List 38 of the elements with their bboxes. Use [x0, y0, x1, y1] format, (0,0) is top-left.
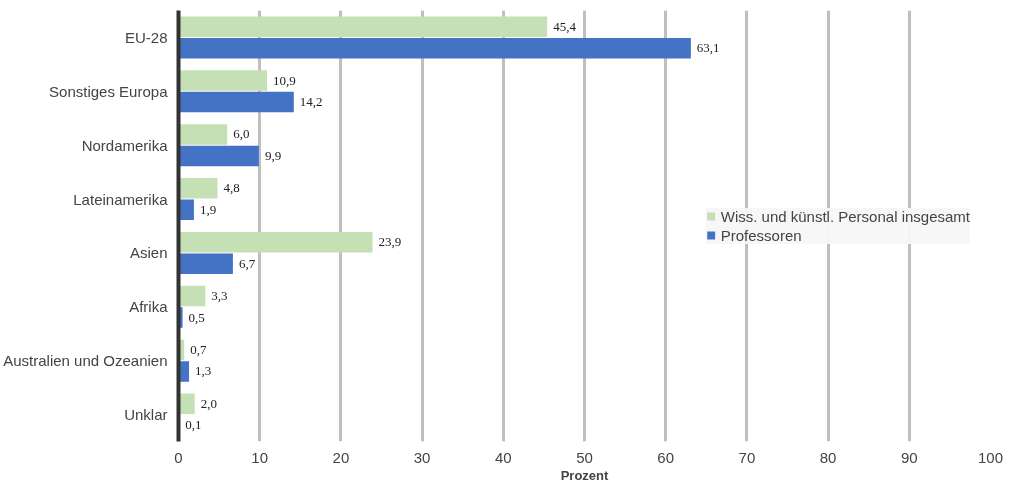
data-label: 2,0 [200, 395, 217, 411]
y-tick-label: Lateinamerika [73, 190, 169, 208]
data-label: 4,8 [223, 180, 240, 196]
data-label: 9,9 [264, 147, 282, 163]
y-tick-label: Unklar [124, 406, 168, 424]
y-tick-label: Sonstiges Europa [49, 82, 169, 100]
x-tick-label: 20 [332, 448, 350, 466]
x-tick-label: 100 [977, 448, 1004, 466]
data-label: 1,3 [195, 363, 212, 379]
y-tick-label: EU-28 [124, 28, 168, 46]
x-tick-label: 40 [494, 448, 512, 466]
y-tick-label: Australien und Ozeanien [3, 352, 168, 370]
data-label: 6,7 [238, 255, 256, 271]
data-label: 0,5 [188, 309, 205, 325]
data-label: 6,0 [233, 126, 250, 142]
data-label: 3,3 [211, 288, 228, 304]
y-tick-label: Nordamerika [81, 136, 169, 154]
x-axis-title: Prozent [560, 467, 610, 483]
x-tick-label: 80 [819, 448, 837, 466]
x-tick-label: 90 [900, 448, 918, 466]
data-label: 1,9 [199, 201, 217, 217]
data-label: 14,2 [299, 94, 323, 110]
data-label: 63,1 [696, 40, 720, 56]
data-label: 23,9 [378, 234, 402, 250]
data-label: 10,9 [273, 72, 296, 88]
x-tick-label: 60 [657, 448, 675, 466]
data-label: 0,7 [190, 341, 207, 357]
x-tick-label: 0 [174, 448, 183, 466]
x-tick-label: 50 [576, 448, 593, 466]
data-label: 0,1 [185, 417, 202, 433]
x-tick-label: 70 [738, 448, 756, 466]
x-tick-label: 10 [251, 448, 269, 466]
legend-label: Wiss. und künstl. Personal insgesamt [720, 207, 970, 225]
legend-label: Professoren [720, 226, 802, 244]
y-tick-label: Asien [129, 244, 168, 262]
x-tick-label: 30 [413, 448, 431, 466]
data-label: 45,4 [553, 18, 577, 34]
y-tick-label: Afrika [129, 298, 169, 316]
